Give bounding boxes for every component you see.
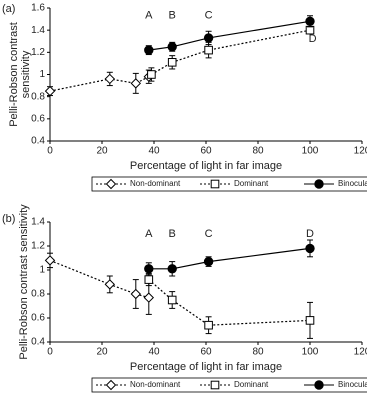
legend-label: Dominant <box>234 179 269 188</box>
y-tick-label: 0.8 <box>31 289 45 300</box>
y-tick-label: 0.4 <box>31 337 45 348</box>
marker-diamond <box>104 73 116 85</box>
marker-diamond <box>130 78 142 89</box>
legend-marker <box>105 379 117 391</box>
marker-circle <box>167 42 177 52</box>
series-line <box>148 20 311 51</box>
x-tick-label: 100 <box>302 146 319 157</box>
legend-marker <box>105 178 117 190</box>
legend-label: Non-dominant <box>130 380 181 389</box>
y-tick-label: 1.6 <box>31 3 45 14</box>
marker-square <box>305 25 315 35</box>
panel-label: (a) <box>2 3 15 15</box>
x-tick-label: 20 <box>96 146 108 157</box>
x-tick-label: 100 <box>302 347 319 358</box>
annotation: C <box>205 228 213 240</box>
annotation: A <box>145 228 153 240</box>
series-line <box>151 29 311 76</box>
x-axis-label: Percentage of light in far image <box>130 160 282 172</box>
panel-label: (b) <box>2 213 15 225</box>
marker-square <box>167 295 177 305</box>
marker-circle <box>203 33 214 43</box>
y-tick-label: 1.2 <box>31 241 45 252</box>
x-tick-label: 60 <box>200 347 212 358</box>
marker-diamond <box>44 255 56 266</box>
legend-label: Dominant <box>234 380 269 389</box>
annotation: B <box>169 228 176 240</box>
series-line <box>148 279 311 326</box>
y-tick-label: 1 <box>39 265 45 276</box>
series-line <box>148 247 311 270</box>
x-tick-label: 80 <box>252 347 264 358</box>
marker-diamond <box>130 288 142 300</box>
legend-label: Non-dominant <box>130 179 181 188</box>
annotation: D <box>309 33 317 45</box>
y-tick-label: 1.4 <box>31 217 45 228</box>
series-line <box>49 259 149 299</box>
legend-marker <box>210 380 220 390</box>
marker-circle <box>305 243 315 254</box>
y-tick-label: 0.4 <box>31 136 45 147</box>
legend-marker <box>314 179 324 189</box>
marker-circle <box>203 256 214 267</box>
marker-diamond <box>143 292 155 303</box>
x-axis-label: Percentage of light in far image <box>130 361 282 373</box>
marker-square <box>144 275 154 284</box>
marker-square <box>167 58 177 67</box>
marker-square <box>147 70 156 79</box>
x-tick-label: 40 <box>148 146 160 157</box>
y-axis-label: Pelli-Robson contrast <box>8 22 20 127</box>
legend-label: Binocular <box>338 179 367 188</box>
y-tick-label: 0.6 <box>31 113 45 124</box>
legend-marker <box>210 179 220 189</box>
x-tick-label: 120 <box>354 347 367 358</box>
y-axis-label: Pelli-Robson contrast sensitivity <box>18 204 30 360</box>
marker-circle <box>144 264 154 274</box>
annotation: D <box>306 228 314 240</box>
x-tick-label: 60 <box>200 146 212 157</box>
y-tick-label: 0.6 <box>31 313 45 324</box>
marker-circle <box>144 45 154 55</box>
x-tick-label: 80 <box>252 146 264 157</box>
marker-diamond <box>104 279 116 290</box>
annotation: B <box>169 10 176 22</box>
marker-square <box>204 45 213 55</box>
y-tick-label: 1.4 <box>31 25 45 36</box>
y-axis-label: sensitivity <box>20 50 32 98</box>
marker-square <box>305 316 315 325</box>
legend-marker <box>314 380 324 390</box>
x-tick-label: 40 <box>148 347 160 358</box>
y-tick-label: 1 <box>39 69 45 80</box>
marker-square <box>204 320 213 330</box>
x-tick-label: 20 <box>96 347 108 358</box>
y-tick-label: 1.2 <box>31 47 45 58</box>
marker-circle <box>167 264 177 274</box>
x-tick-label: 120 <box>354 146 367 157</box>
legend-label: Binocular <box>338 380 367 389</box>
marker-diamond <box>44 85 56 97</box>
y-tick-label: 0.8 <box>31 91 45 102</box>
annotation: A <box>145 10 153 22</box>
marker-circle <box>305 16 315 26</box>
x-tick-label: 0 <box>47 146 53 157</box>
annotation: C <box>205 10 213 22</box>
x-tick-label: 0 <box>47 347 53 358</box>
